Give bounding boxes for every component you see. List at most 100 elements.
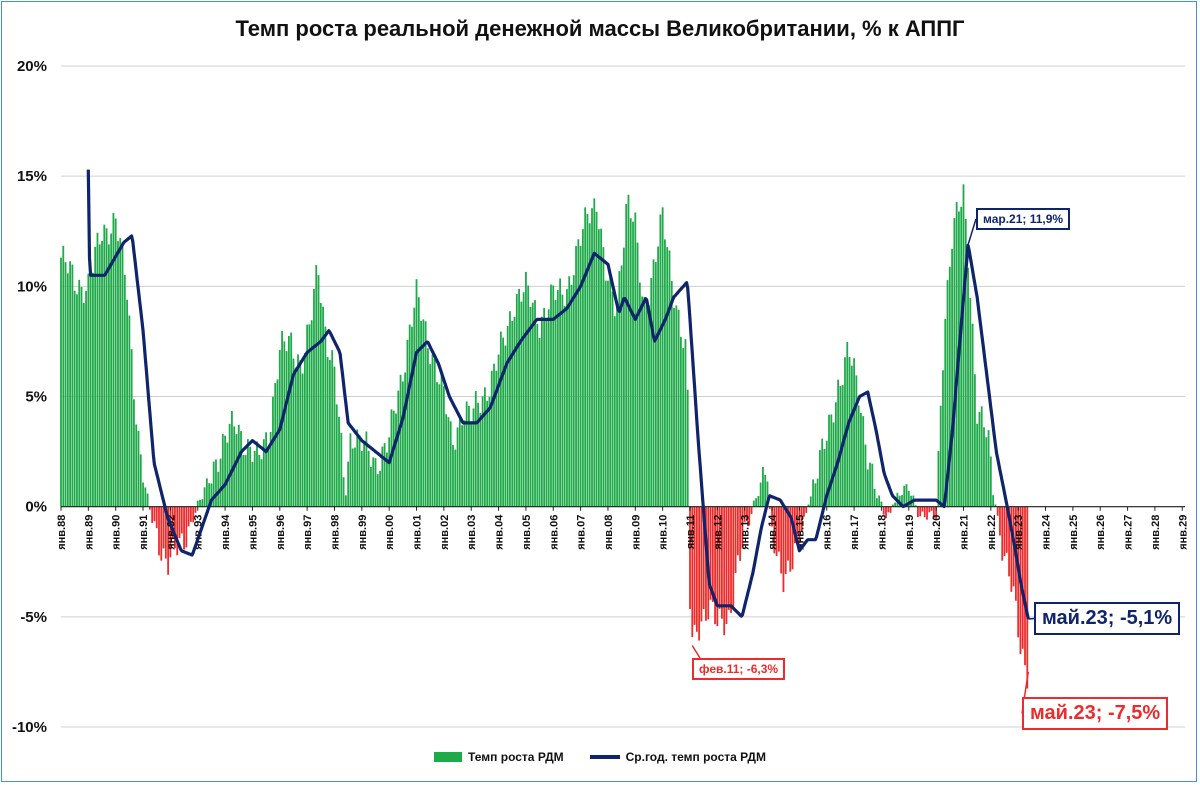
bar-mark — [424, 321, 427, 507]
bar-mark — [135, 424, 138, 507]
bar-mark — [465, 401, 468, 507]
bar-mark — [370, 466, 372, 507]
bar-mark — [939, 405, 942, 507]
legend-swatch-line — [589, 755, 620, 759]
bar-mark — [399, 374, 402, 507]
bar-mark — [114, 218, 117, 507]
bar-mark — [458, 416, 461, 507]
x-tick-label: янв.19 — [904, 515, 916, 550]
bar-mark — [787, 506, 789, 561]
bar-mark — [76, 294, 78, 507]
bar-mark — [385, 452, 388, 507]
x-tick-label: янв.99 — [357, 515, 369, 550]
bar-mark — [800, 506, 803, 532]
bar-mark — [645, 305, 648, 507]
bar-mark — [319, 302, 322, 507]
bar-mark — [830, 414, 833, 507]
bar-mark — [946, 280, 949, 507]
bar-mark — [623, 247, 625, 507]
bar-mark — [743, 506, 746, 522]
bar-mark — [759, 482, 762, 507]
bar-mark — [340, 432, 343, 507]
bar-mark — [873, 488, 876, 507]
x-axis-ticks: янв.88 янв.89 янв.90 янв.91 янв.92 янв.93 янв.… — [56, 506, 1189, 550]
callout-may23-line: май.23; -5,1% — [1034, 602, 1181, 635]
bar-mark — [711, 506, 714, 602]
y-tick-label: 5% — [25, 389, 47, 406]
bar-mark — [661, 207, 664, 507]
bar-mark — [98, 244, 101, 507]
bar-mark — [677, 309, 680, 507]
bar-mark — [151, 506, 154, 524]
bar-mark — [803, 506, 805, 517]
x-tick-label: янв.04 — [494, 514, 506, 550]
bar-mark — [575, 246, 577, 507]
bar-mark — [780, 506, 783, 574]
bar-mark — [730, 506, 732, 613]
bar-series — [60, 184, 1029, 689]
bar-mark — [82, 302, 85, 507]
bar-mark — [579, 245, 582, 507]
legend: Темп роста РДМ Ср.год. темп роста РДМ — [0, 750, 1200, 764]
bar-mark — [442, 386, 445, 507]
bar-mark — [436, 382, 438, 507]
bar-mark — [823, 449, 826, 507]
bar-mark — [515, 293, 518, 507]
bar-mark — [921, 506, 924, 512]
bar-mark — [205, 478, 208, 507]
x-tick-label: янв.13 — [740, 515, 752, 550]
bar-mark — [103, 224, 106, 507]
bar-mark — [395, 413, 397, 507]
bar-mark — [242, 454, 245, 507]
bar-mark — [262, 439, 265, 507]
bar-mark — [572, 275, 575, 507]
legend-item-bars: Темп роста РДМ — [434, 750, 564, 764]
bar-mark — [926, 506, 928, 520]
bar-mark — [417, 297, 420, 507]
bar-mark — [66, 273, 69, 507]
bar-mark — [784, 506, 787, 574]
bar-mark — [64, 262, 67, 507]
x-tick-label: янв.98 — [329, 515, 341, 550]
bar-mark — [237, 424, 240, 507]
bar-mark — [183, 506, 185, 550]
bar-mark — [905, 484, 908, 507]
x-tick-label: янв.23 — [1013, 515, 1025, 550]
bar-mark — [878, 495, 881, 507]
bar-mark — [374, 458, 377, 507]
bar-mark — [73, 290, 76, 507]
bar-mark — [212, 461, 215, 507]
bar-mark — [285, 351, 288, 507]
bar-mark — [942, 370, 944, 507]
x-tick-label: янв.16 — [822, 515, 834, 550]
bar-mark — [171, 506, 174, 539]
bar-mark — [121, 242, 124, 507]
bar-mark — [258, 454, 261, 507]
bar-mark — [577, 239, 580, 507]
bar-mark — [326, 357, 329, 507]
x-tick-label: янв.18 — [876, 515, 888, 550]
legend-swatch-bars — [434, 752, 463, 762]
bar-mark — [679, 336, 682, 507]
bar-mark — [980, 406, 983, 507]
callout-leader — [967, 218, 977, 245]
bar-mark — [256, 441, 258, 507]
bar-mark — [825, 440, 828, 507]
bar-mark — [221, 433, 224, 507]
bar-mark — [105, 228, 108, 507]
bar-mark — [267, 446, 270, 507]
bar-mark — [602, 247, 605, 507]
bar-mark — [891, 504, 894, 507]
bar-mark — [930, 506, 933, 511]
bar-mark — [303, 353, 306, 507]
bar-mark — [834, 402, 837, 507]
bar-mark — [725, 506, 728, 624]
bar-mark — [226, 442, 229, 507]
x-tick-label: янв.02 — [439, 515, 451, 550]
bar-mark — [773, 506, 776, 554]
bar-mark — [807, 504, 810, 507]
bar-mark — [875, 498, 878, 507]
bar-mark — [629, 218, 632, 507]
bar-mark — [718, 506, 721, 609]
